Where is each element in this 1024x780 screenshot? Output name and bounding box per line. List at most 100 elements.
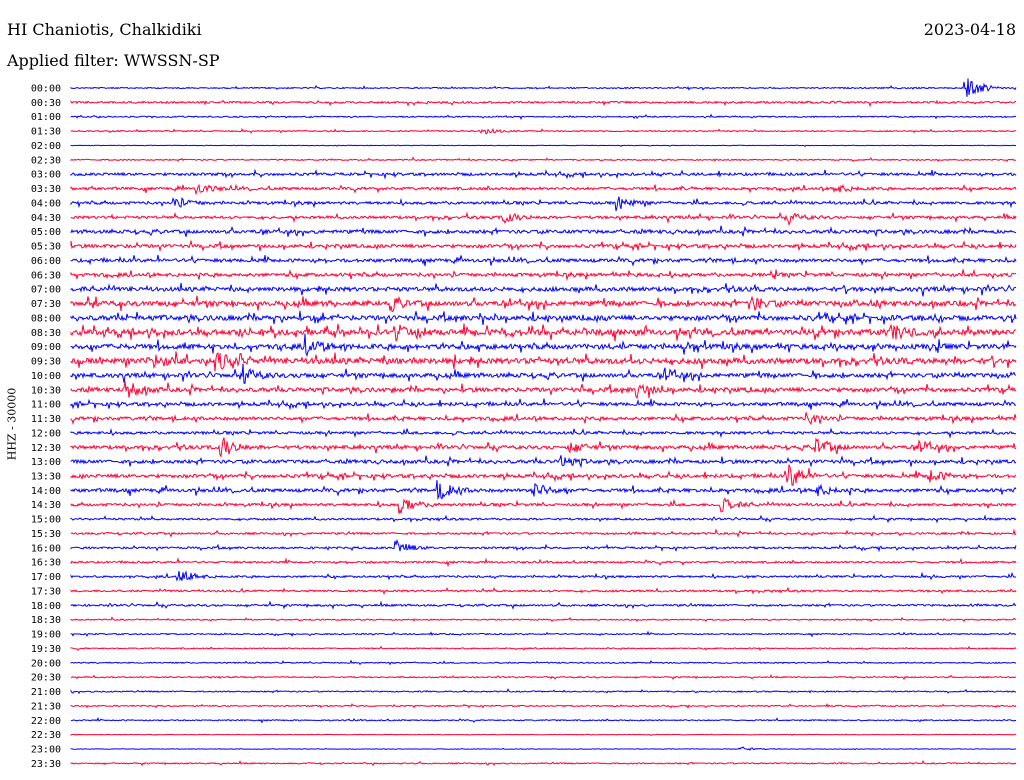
row-time-label: 12:30 xyxy=(31,443,61,454)
row-time-label: 17:30 xyxy=(31,586,61,597)
seismic-trace xyxy=(70,716,1017,724)
row-time-label: 21:00 xyxy=(31,687,61,698)
row-time-label: 15:30 xyxy=(31,529,61,540)
seismic-trace xyxy=(70,480,1017,501)
row-time-label: 16:30 xyxy=(31,558,61,569)
row-time-label: 10:00 xyxy=(31,371,61,382)
row-time-label: 11:00 xyxy=(31,400,61,411)
seismic-trace xyxy=(70,630,1017,638)
seismic-trace xyxy=(70,295,1017,312)
row-time-label: 16:00 xyxy=(31,543,61,554)
row-time-label: 07:30 xyxy=(31,299,61,310)
seismic-trace xyxy=(70,688,1017,695)
seismic-trace xyxy=(70,746,1017,751)
row-time-label: 18:00 xyxy=(31,601,61,612)
seismic-trace xyxy=(70,538,1017,553)
row-time-label: 05:30 xyxy=(31,242,61,253)
row-time-label: 13:30 xyxy=(31,471,61,482)
row-time-label: 02:30 xyxy=(31,155,61,166)
seismic-trace xyxy=(70,703,1017,709)
seismic-trace xyxy=(70,127,1017,135)
row-time-label: 01:00 xyxy=(31,112,61,123)
row-time-label: 09:00 xyxy=(31,342,61,353)
seismic-trace xyxy=(70,363,1017,384)
seismic-trace xyxy=(70,759,1017,767)
row-time-label: 11:30 xyxy=(31,414,61,425)
seismic-trace xyxy=(70,323,1017,342)
seismic-trace xyxy=(70,659,1017,666)
row-time-label: 19:30 xyxy=(31,644,61,655)
row-time-label: 03:30 xyxy=(31,184,61,195)
row-time-label: 00:00 xyxy=(31,84,61,95)
seismic-trace xyxy=(70,427,1016,439)
seismic-trace xyxy=(70,437,1017,458)
seismic-trace xyxy=(70,616,1016,623)
row-time-label: 08:30 xyxy=(31,328,61,339)
row-time-label: 23:30 xyxy=(31,759,61,770)
row-time-label: 14:30 xyxy=(31,500,61,511)
row-time-label: 17:00 xyxy=(31,572,61,583)
seismic-trace xyxy=(70,156,1017,163)
seismic-trace xyxy=(70,464,1017,486)
seismic-trace xyxy=(70,570,1017,582)
seismic-trace xyxy=(70,254,1017,267)
seismic-trace xyxy=(70,380,1017,400)
row-time-label: 04:00 xyxy=(31,198,61,209)
seismic-trace xyxy=(70,514,1017,524)
row-time-label: 20:00 xyxy=(31,658,61,669)
row-time-label: 06:00 xyxy=(31,256,61,267)
row-time-label: 07:00 xyxy=(31,285,61,296)
row-time-label: 08:00 xyxy=(31,313,61,324)
seismic-trace xyxy=(70,333,1017,357)
plot-date: 2023-04-18 xyxy=(923,20,1016,39)
seismic-trace xyxy=(70,733,1016,736)
row-time-label: 01:30 xyxy=(31,127,61,138)
seismic-trace xyxy=(70,196,1017,212)
row-time-label: 18:30 xyxy=(31,615,61,626)
row-time-label: 13:00 xyxy=(31,457,61,468)
seismic-trace xyxy=(70,225,1017,238)
seismic-trace xyxy=(70,268,1017,282)
filter-label: Applied filter: WWSSN-SP xyxy=(7,51,220,70)
seismic-trace xyxy=(70,183,1017,196)
row-time-label: 10:30 xyxy=(31,385,61,396)
seismic-trace xyxy=(70,99,1017,108)
row-time-label: 20:30 xyxy=(31,673,61,684)
seismic-trace xyxy=(70,282,1016,297)
seismic-trace xyxy=(70,78,1017,97)
trace-group xyxy=(70,78,1017,767)
seismic-trace xyxy=(70,113,1017,121)
station-title: HI Chaniotis, Chalkidiki xyxy=(7,20,202,39)
row-time-label: 03:00 xyxy=(31,170,61,181)
seismic-trace xyxy=(70,455,1017,469)
row-time-label: 23:00 xyxy=(31,745,61,756)
seismic-trace xyxy=(70,168,1017,180)
row-time-label: 00:30 xyxy=(31,98,61,109)
row-time-label: 02:00 xyxy=(31,141,61,152)
row-time-label: 06:30 xyxy=(31,270,61,281)
row-time-label: 19:00 xyxy=(31,630,61,641)
row-time-label: 22:30 xyxy=(31,730,61,741)
row-time-label: 15:00 xyxy=(31,515,61,526)
seismic-trace xyxy=(70,412,1017,426)
seismic-trace xyxy=(70,310,1017,326)
seismic-trace xyxy=(70,673,1017,681)
seismic-trace xyxy=(70,144,1017,148)
seismic-trace xyxy=(70,557,1017,568)
seismic-trace xyxy=(70,239,1017,253)
row-time-label: 22:00 xyxy=(31,716,61,727)
seismic-trace xyxy=(70,398,1017,411)
row-time-label: 05:00 xyxy=(31,227,61,238)
row-time-label: 04:30 xyxy=(31,213,61,224)
row-time-label: 14:00 xyxy=(31,486,61,497)
row-time-label: 12:00 xyxy=(31,428,61,439)
seismic-trace xyxy=(70,211,1017,227)
seismic-trace xyxy=(70,528,1017,538)
row-time-label: 09:30 xyxy=(31,357,61,368)
seismic-trace xyxy=(70,586,1017,596)
seismic-trace xyxy=(70,497,1017,514)
seismic-trace xyxy=(70,600,1017,610)
row-time-label: 21:30 xyxy=(31,701,61,712)
tick-label-group: 00:00 00:30 01:00 01:30 02:00 02:30 03:00 03:30… xyxy=(31,84,61,770)
